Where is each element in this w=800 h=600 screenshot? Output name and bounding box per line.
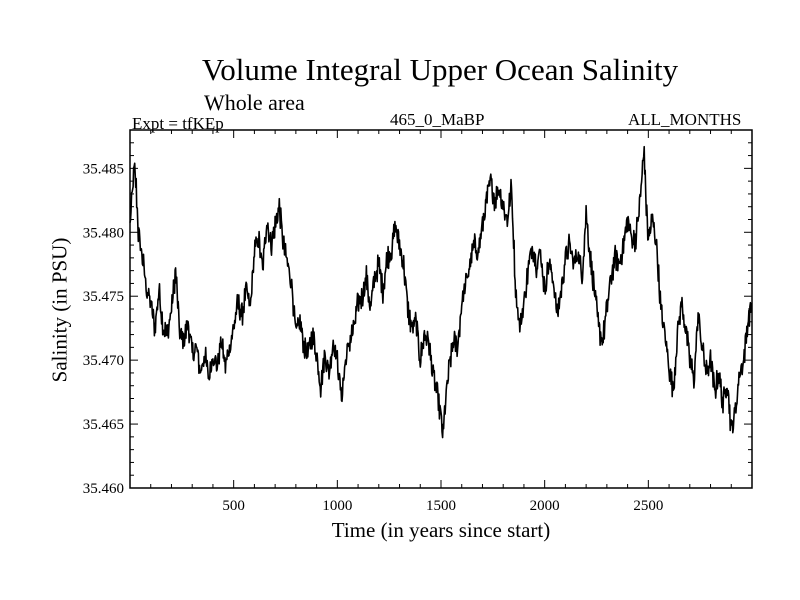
y-tick-label: 35.460 [83,481,124,497]
plot-frame [129,129,753,489]
y-tick-label: 35.480 [83,225,124,241]
x-tick-label: 1000 [322,498,352,514]
y-tick-label: 35.470 [83,353,124,369]
x-tick-label: 1500 [426,498,456,514]
chart-subtitle: Whole area [204,90,305,115]
experiment-label: Expt = tfKEp [132,114,224,133]
y-tick-label: 35.485 [83,161,124,177]
x-tick-label: 2000 [530,498,560,514]
y-tick-label: 35.465 [83,417,124,433]
period-label: 465_0_MaBP [390,110,485,129]
months-label: ALL_MONTHS [628,110,742,129]
x-tick-label: 2500 [633,498,663,514]
x-tick-label: 500 [222,498,245,514]
axis-ticks: 500 1000 1500 2000 2500 35.460 35.465 35.470 35.… [83,130,752,514]
series-layer [129,145,753,439]
salinity-series-line [129,145,753,439]
chart-title: Volume Integral Upper Ocean Salinity [201,52,679,87]
x-axis-label: Time (in years since start) [331,518,551,542]
y-tick-label: 35.475 [83,289,124,305]
